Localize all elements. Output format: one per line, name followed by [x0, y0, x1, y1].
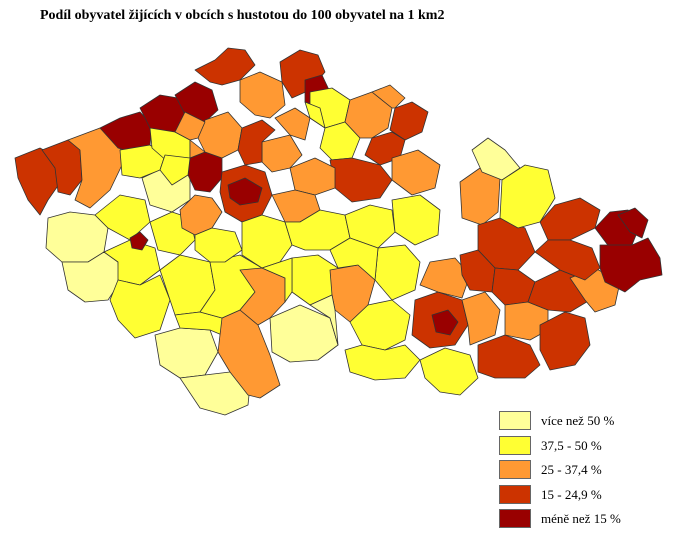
district-east-bohemia-2[interactable]	[371, 84, 406, 109]
legend-item: 15 - 24,9 %	[499, 484, 649, 509]
district-central-2[interactable]	[197, 111, 243, 159]
district-vysocina-3[interactable]	[391, 194, 441, 246]
district-novy-jicin[interactable]	[534, 239, 601, 281]
district-central-3[interactable]	[174, 111, 206, 141]
legend-item: 25 - 37,4 %	[499, 459, 649, 484]
district-karvina[interactable]	[617, 207, 649, 239]
legend-label: 15 - 24,9 %	[541, 486, 602, 502]
legend-swatch	[499, 435, 531, 455]
district-brno-mesto[interactable]	[431, 309, 459, 336]
district-pardubice-2[interactable]	[391, 149, 441, 196]
district-jihomoravsky-5[interactable]	[461, 291, 501, 346]
district-liberec-1[interactable]	[239, 71, 286, 119]
district-central-10[interactable]	[159, 154, 191, 186]
district-usti-4[interactable]	[194, 47, 256, 86]
legend-item: 37,5 - 50 %	[499, 435, 649, 460]
district-vysocina-7[interactable]	[329, 237, 379, 281]
district-plzen-city[interactable]	[129, 231, 149, 251]
district-pardubice-3[interactable]	[289, 157, 336, 196]
district-central-9[interactable]	[189, 139, 206, 159]
legend-label: 25 - 37,4 %	[541, 462, 602, 477]
map-title: Podíl obyvatel žijících v obcích s husto…	[40, 8, 445, 23]
district-jihomoravsky-2[interactable]	[344, 344, 421, 381]
district-central-5[interactable]	[194, 227, 243, 263]
district-central-8[interactable]	[237, 119, 276, 166]
district-central-4[interactable]	[179, 194, 223, 236]
legend-label: méně než 15 %	[541, 511, 621, 526]
district-frydek-mistek[interactable]	[599, 237, 663, 293]
district-central-1[interactable]	[187, 151, 223, 193]
district-east-bohemia-1[interactable]	[304, 101, 326, 129]
legend-item: méně než 15 %	[499, 508, 649, 533]
legend-swatch	[499, 460, 531, 479]
district-bruntal[interactable]	[499, 164, 556, 229]
district-hradec-4[interactable]	[389, 101, 429, 141]
legend-item: více než 50 %	[499, 410, 649, 435]
map-legend: více než 50 % 37,5 - 50 % 25 - 37,4 % 15…	[499, 410, 649, 533]
district-liberec-4[interactable]	[274, 107, 311, 141]
district-jihomoravsky-6[interactable]	[419, 257, 471, 299]
district-central-6[interactable]	[241, 214, 293, 269]
legend-label: více než 50 %	[541, 413, 615, 428]
district-zlin-3[interactable]	[539, 311, 591, 371]
district-west-7[interactable]	[109, 274, 171, 339]
legend-swatch	[499, 509, 531, 528]
district-praha[interactable]	[227, 177, 263, 206]
legend-swatch	[499, 411, 531, 430]
district-jihomoravsky-4[interactable]	[477, 334, 541, 379]
legend-label: 37,5 - 50 %	[541, 437, 602, 453]
legend-swatch	[499, 484, 531, 504]
district-south-6[interactable]	[309, 294, 339, 346]
district-west-1[interactable]	[45, 211, 109, 263]
district-southwest-1[interactable]	[154, 327, 219, 379]
district-vysocina-6[interactable]	[374, 244, 421, 301]
district-jihomoravsky-3[interactable]	[419, 347, 479, 396]
district-vysocina-8[interactable]	[261, 257, 293, 303]
district-south-4[interactable]	[269, 304, 339, 363]
district-pardubice-1[interactable]	[329, 157, 393, 203]
